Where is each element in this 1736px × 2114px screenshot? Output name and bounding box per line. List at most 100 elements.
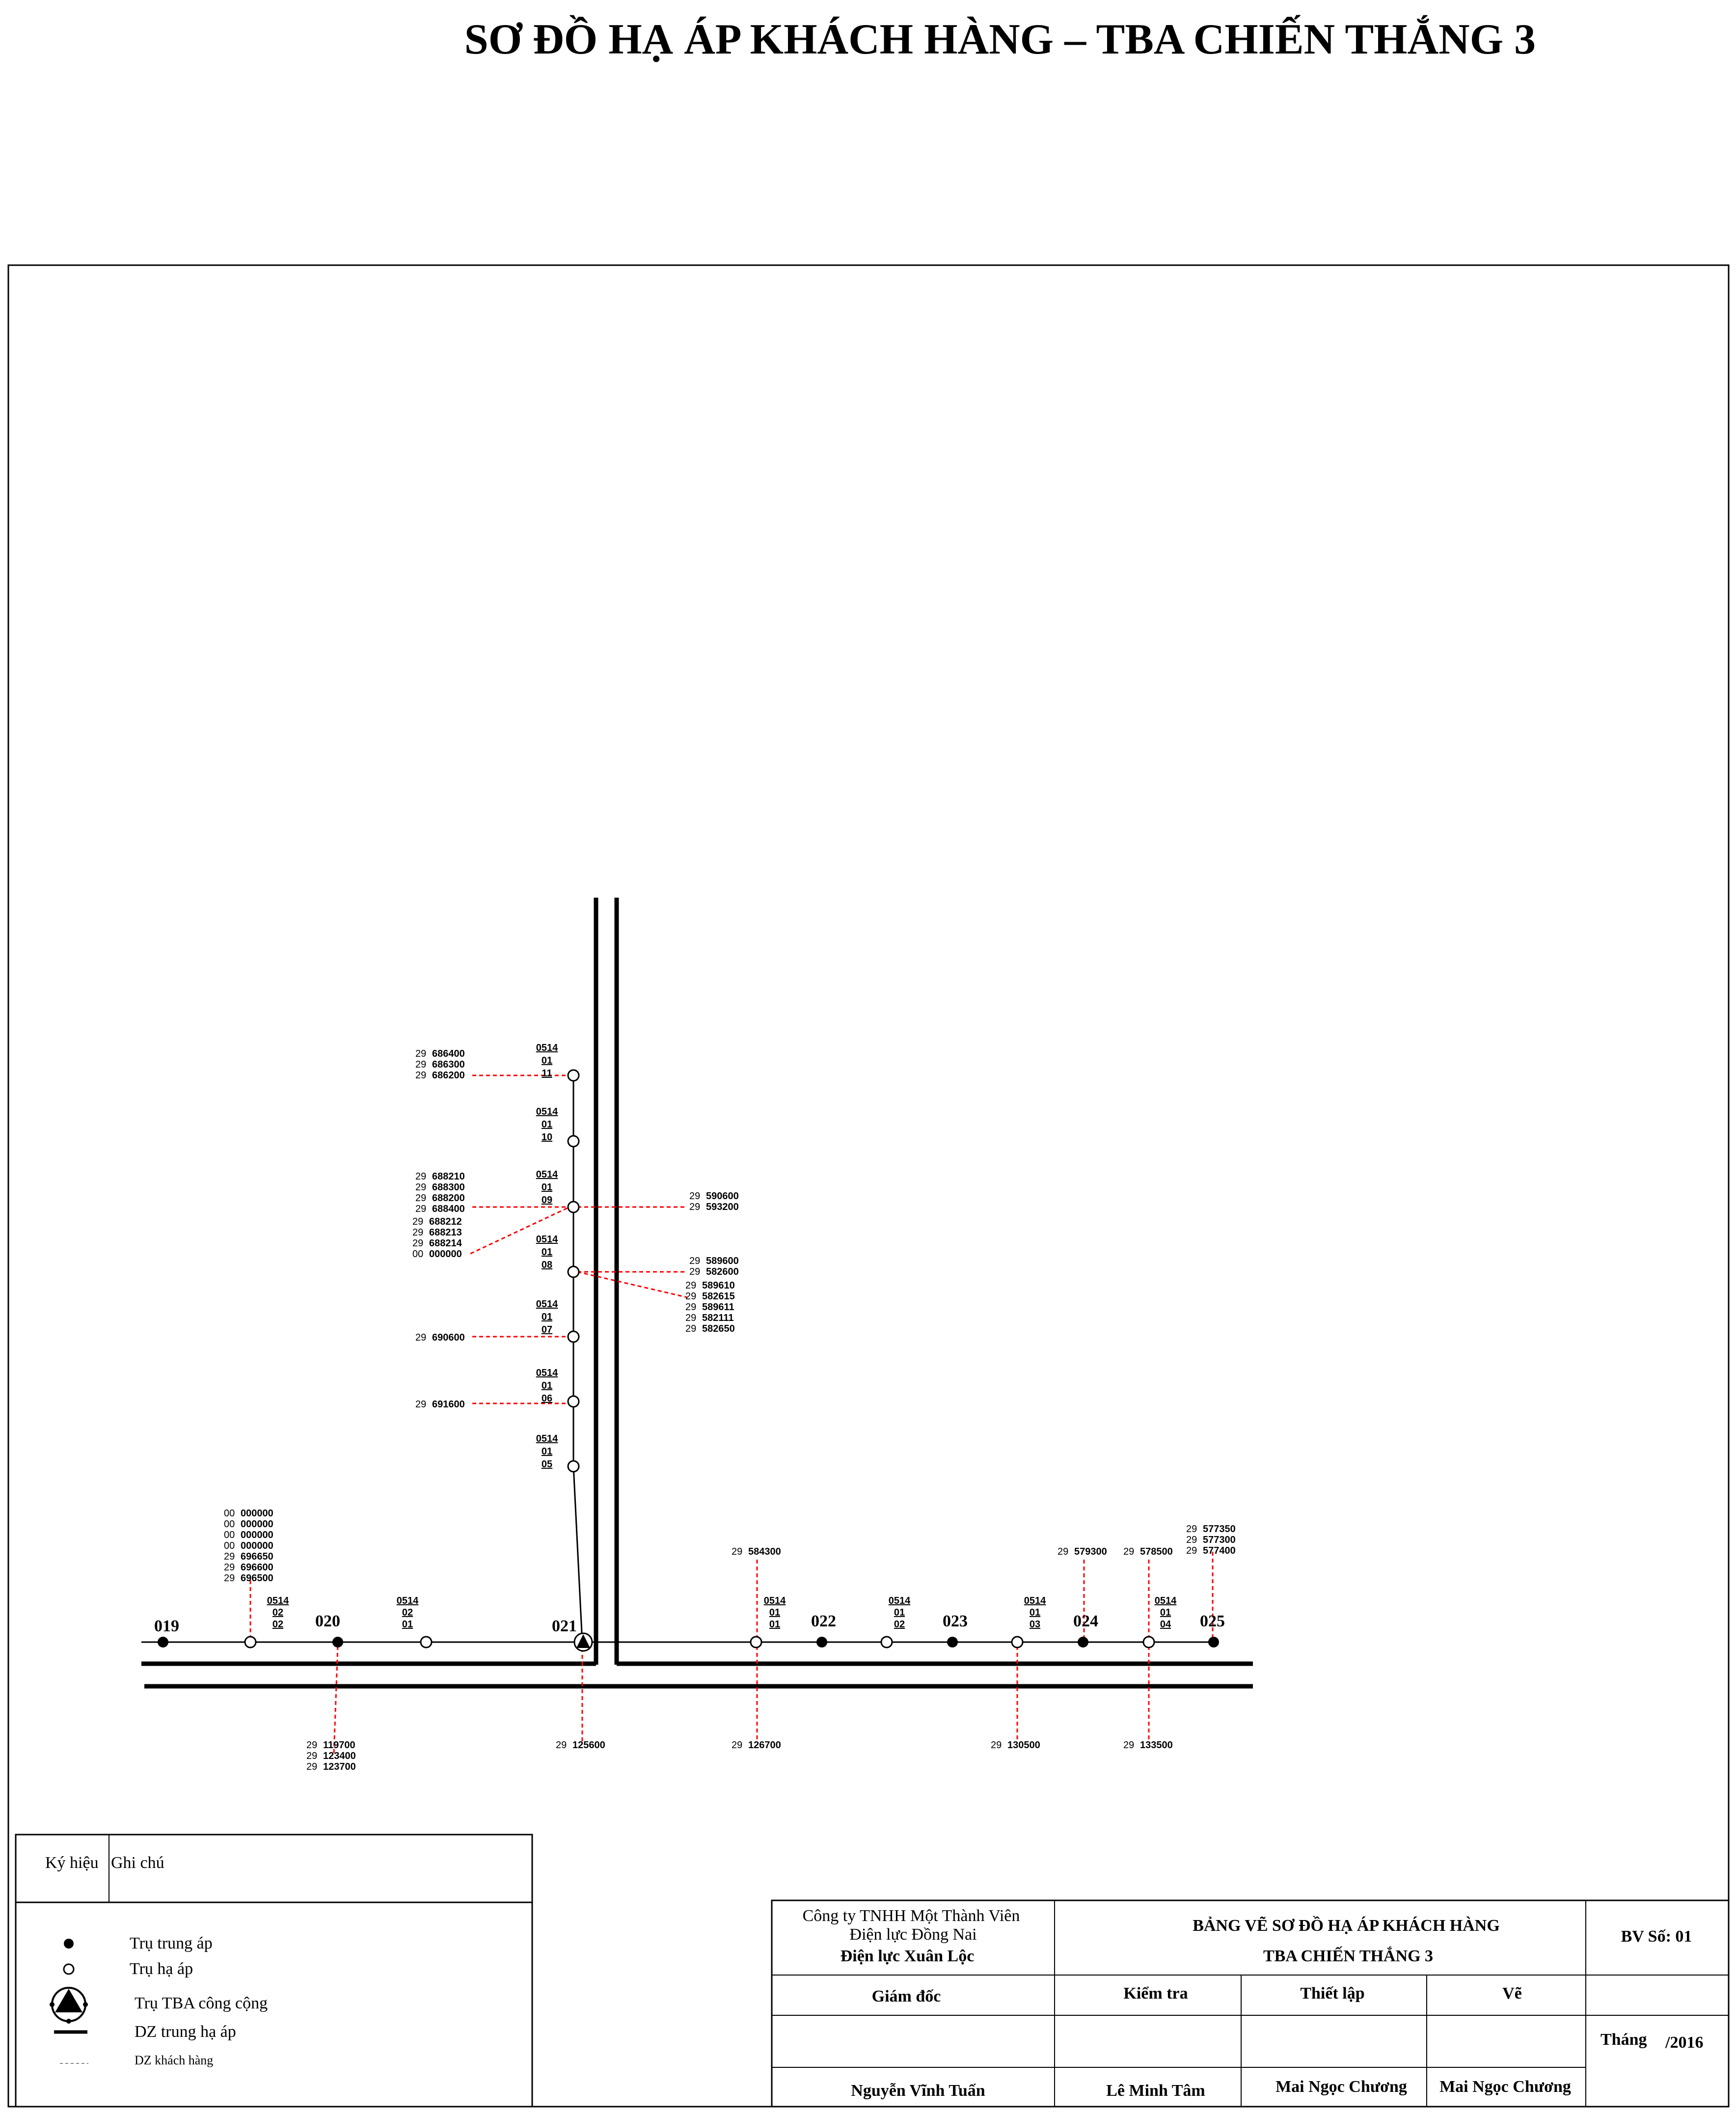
customer-group-c0101_top: 29 584300 — [732, 1546, 781, 1557]
customer-prefix: 29 — [1186, 1545, 1197, 1556]
customer-prefix: 29 — [685, 1313, 696, 1323]
svg-text:02: 02 — [402, 1607, 413, 1618]
name-checker: Lê Minh Tâm — [1106, 2082, 1205, 2100]
customer-prefix: 29 — [685, 1291, 696, 1302]
customer-prefix: 29 — [1058, 1546, 1068, 1557]
customer-prefix: 29 — [412, 1238, 423, 1249]
lv-code-0107: 0514 01 07 — [536, 1299, 558, 1335]
customer-meter-id: 590600 — [706, 1191, 739, 1202]
date-month: Tháng — [1600, 2031, 1647, 2049]
svg-text:0514: 0514 — [397, 1595, 419, 1606]
customer-prefix: 29 — [415, 1070, 426, 1081]
customer-prefix: 29 — [306, 1761, 317, 1772]
customer-meter-id: 690600 — [432, 1332, 465, 1343]
legend-col2: Ghi chú — [111, 1854, 164, 1872]
pole-label-022: 022 — [811, 1612, 836, 1630]
mv-pole-020 — [332, 1637, 343, 1647]
mv-pole-025 — [1208, 1637, 1219, 1647]
lv-code-0111: 0514 01 11 — [536, 1043, 558, 1079]
customer-group-c0104_top: 29 578500 — [1123, 1546, 1173, 1557]
customer-group-c11: 29 686400 29 686300 29 686200 — [415, 1048, 465, 1081]
customer-prefix: 29 — [685, 1280, 696, 1291]
pole-label-024: 024 — [1073, 1612, 1098, 1630]
customer-prefix: 00 — [412, 1249, 423, 1260]
mv-pole-019 — [158, 1637, 168, 1647]
customer-meter-id: 688400 — [432, 1204, 465, 1214]
svg-text:01: 01 — [402, 1619, 413, 1630]
legend-item-lv-pole: Trụ hạ áp — [130, 1960, 193, 1978]
customer-prefix: 29 — [556, 1740, 567, 1751]
customer-prefix: 29 — [415, 1059, 426, 1070]
customer-meter-id: 577350 — [1203, 1524, 1236, 1535]
lv-pole-0202 — [244, 1636, 257, 1648]
lv-code-0106: 0514 01 06 — [536, 1368, 558, 1404]
svg-text:04: 04 — [1160, 1619, 1171, 1630]
lv-pole-0111 — [567, 1069, 580, 1082]
title-block: Công ty TNHH Một Thành Viên Điện lực Đồn… — [771, 1899, 1730, 2108]
customer-group-c025: 29 577350 29 577300 29 577400 — [1186, 1524, 1236, 1556]
customer-meter-id: 688210 — [432, 1171, 465, 1182]
svg-text:02: 02 — [894, 1619, 905, 1630]
customer-group-c06: 29 691600 — [415, 1399, 465, 1410]
customer-prefix: 29 — [306, 1740, 317, 1751]
lv-code-labels-horizontal: 0514 02 02 0514 02 01 0514 01 01 0514 01… — [267, 1595, 1177, 1630]
legend-mv-pole-icon — [64, 1939, 74, 1949]
legend-col1: Ký hiệu — [45, 1854, 99, 1872]
customer-prefix: 29 — [689, 1266, 700, 1277]
customer-group-c021: 29 125600 — [556, 1740, 605, 1751]
customer-meter-id: 000000 — [429, 1249, 462, 1260]
customer-meter-id: 696600 — [241, 1562, 273, 1573]
lv-pole-0109 — [567, 1201, 580, 1213]
customer-meter-id: 000000 — [241, 1519, 273, 1530]
lv-poles — [244, 1069, 1155, 1648]
customer-prefix: 29 — [306, 1751, 317, 1761]
lv-lines — [141, 1075, 1215, 1643]
customer-meter-id: 688214 — [429, 1238, 462, 1249]
drawing-subtitle: TBA CHIẾN THẮNG 3 — [1263, 1946, 1433, 1965]
svg-text:0514: 0514 — [536, 1299, 558, 1310]
customer-prefix: 29 — [415, 1399, 426, 1410]
customer-prefix: 29 — [732, 1546, 742, 1557]
lv-pole-0110 — [567, 1135, 580, 1148]
substation-icon — [573, 1632, 593, 1652]
customer-prefix: 29 — [689, 1256, 700, 1266]
customer-meter-id: 119700 — [323, 1740, 355, 1751]
svg-text:01: 01 — [542, 1119, 552, 1130]
customer-group-c024: 29 579300 — [1058, 1546, 1107, 1557]
lv-pole-0104 — [1142, 1636, 1155, 1648]
svg-text:01: 01 — [769, 1619, 780, 1630]
lv-code-0103: 0514 01 03 — [1024, 1595, 1046, 1630]
customer-prefix: 29 — [1123, 1546, 1134, 1557]
svg-text:0514: 0514 — [267, 1595, 289, 1606]
pole-label-023: 023 — [943, 1612, 968, 1630]
customer-group-c07: 29 690600 — [415, 1332, 465, 1343]
svg-text:0514: 0514 — [1024, 1595, 1046, 1606]
svg-text:01: 01 — [542, 1055, 552, 1066]
customer-meter-id: 582600 — [706, 1266, 739, 1277]
svg-text:02: 02 — [272, 1607, 283, 1618]
customer-prefix: 29 — [415, 1332, 426, 1343]
customer-prefix: 29 — [415, 1048, 426, 1059]
customer-prefix: 29 — [412, 1216, 423, 1227]
customer-meter-id: 582615 — [702, 1291, 735, 1302]
customer-group-c0104_bot: 29 133500 — [1123, 1740, 1173, 1751]
lv-pole-0108 — [567, 1265, 580, 1278]
lv-pole-0107 — [567, 1330, 580, 1343]
customer-meter-id: 000000 — [241, 1508, 273, 1519]
svg-text:01: 01 — [542, 1446, 552, 1457]
customer-meter-id: 123700 — [323, 1761, 356, 1772]
svg-text:09: 09 — [542, 1195, 552, 1206]
customer-meter-id: 589611 — [702, 1302, 734, 1313]
customer-meter-id: 130500 — [1007, 1740, 1040, 1751]
svg-text:0514: 0514 — [889, 1595, 911, 1606]
role-checker: Kiểm tra — [1123, 1984, 1188, 2003]
svg-text:05: 05 — [542, 1459, 552, 1470]
mv-pole-labels: 019 020 021 022 023 024 025 — [154, 1612, 1225, 1635]
customer-meter-id: 691600 — [432, 1399, 465, 1410]
customer-prefix: 29 — [415, 1171, 426, 1182]
lv-pole-0106 — [567, 1395, 580, 1408]
drawing-title: BẢNG VẼ SƠ ĐỒ HẠ ÁP KHÁCH HÀNG — [1193, 1916, 1500, 1935]
customer-meter-id: 582650 — [702, 1323, 735, 1334]
customer-group-c09_left: 29 688210 29 688300 29 688200 29 688400 — [415, 1171, 465, 1214]
drawing-frame — [7, 264, 1730, 2108]
